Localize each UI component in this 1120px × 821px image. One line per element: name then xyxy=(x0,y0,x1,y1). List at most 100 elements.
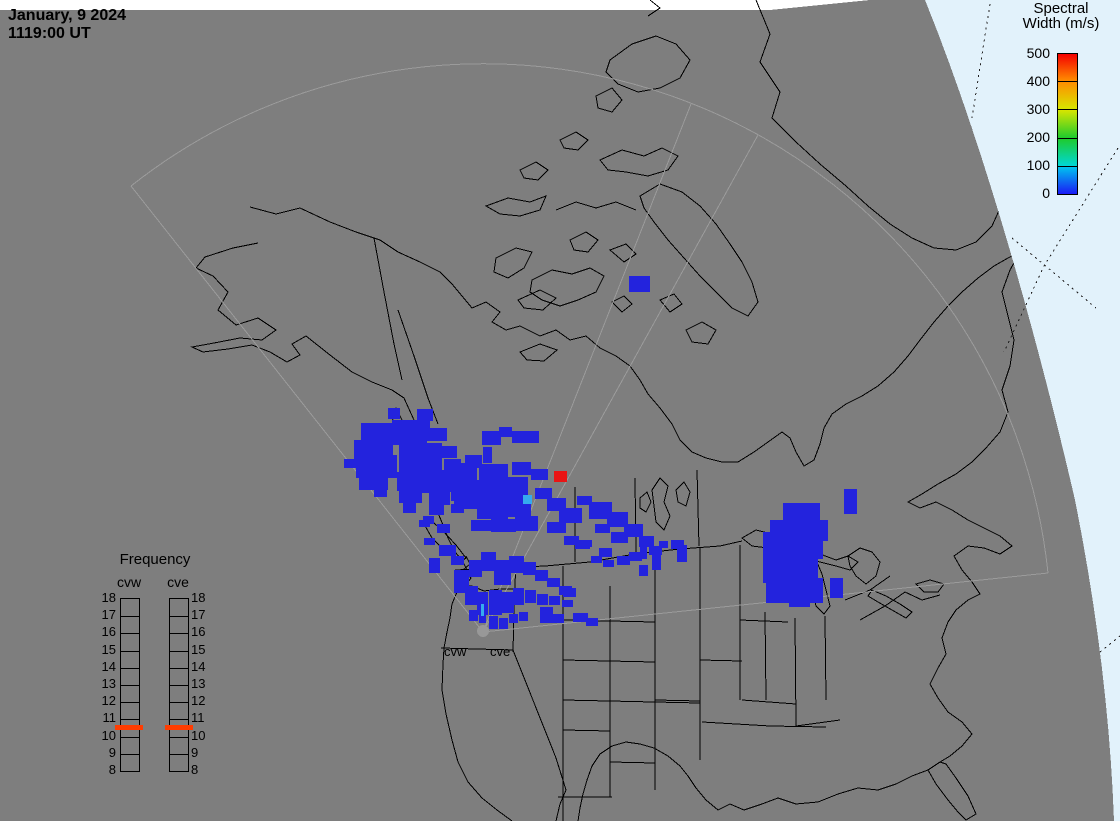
colorbar-tick-label: 0 xyxy=(1042,185,1050,201)
echo-cell xyxy=(575,540,590,549)
echo-cell xyxy=(399,490,422,503)
frequency-tick-labels-left: 18 17 16 15 14 13 12 11 10 9 8 xyxy=(90,591,116,781)
echo-cell xyxy=(483,447,492,463)
echo-cell xyxy=(417,470,448,493)
echo-cell xyxy=(499,427,512,437)
echo-cell xyxy=(659,541,668,548)
colorbar-tick-labels: 500 400 300 200 100 0 xyxy=(1000,46,1050,206)
coastline xyxy=(599,147,679,177)
echo-cell xyxy=(512,462,531,475)
frequency-tick-label: 16 xyxy=(101,624,116,639)
echo-cell xyxy=(359,476,388,490)
coastline xyxy=(639,491,652,513)
frequency-tick-label: 17 xyxy=(191,607,206,622)
coastline xyxy=(844,575,891,601)
echo-cell xyxy=(388,408,400,419)
echo-cell xyxy=(595,524,610,533)
echo-cell xyxy=(403,502,416,513)
echo-cell xyxy=(371,446,388,462)
echo-cell xyxy=(439,545,456,556)
frequency-bar-tick xyxy=(170,737,188,738)
time-text: 1119:00 UT xyxy=(8,25,91,42)
echo-cell xyxy=(515,516,538,531)
echo-cell xyxy=(469,560,482,577)
echo-cell xyxy=(617,556,630,565)
echo-cell xyxy=(482,431,501,445)
coastline xyxy=(484,195,547,217)
echo-cell xyxy=(454,492,471,505)
echo-cell xyxy=(607,512,628,527)
frequency-tick-label: 12 xyxy=(191,693,206,708)
frequency-tick-label: 9 xyxy=(191,745,199,760)
echo-cell xyxy=(649,546,662,555)
coastline xyxy=(634,477,637,557)
frequency-bar-tick xyxy=(170,754,188,755)
echo-cell xyxy=(549,596,560,605)
colorbar-tick-label: 100 xyxy=(1026,157,1050,173)
echo-cell xyxy=(509,614,518,623)
frequency-bar-tick xyxy=(121,685,139,686)
coastline xyxy=(741,699,797,705)
echo-cell xyxy=(547,498,566,511)
echo-cell xyxy=(818,520,828,541)
echo-cell xyxy=(519,612,528,621)
echo-cell-red xyxy=(554,471,567,482)
echo-cell xyxy=(481,552,496,571)
coastline xyxy=(639,183,759,317)
echo-cell xyxy=(491,519,516,532)
frequency-tick-label: 18 xyxy=(101,590,116,605)
echo-cell-cyan xyxy=(523,495,532,504)
echo-cell xyxy=(844,489,857,514)
echo-cell-cyan xyxy=(481,604,484,616)
echo-cell xyxy=(512,431,539,443)
echo-cell xyxy=(547,578,560,587)
coastline xyxy=(562,699,701,704)
radar-fov-line xyxy=(130,63,1049,574)
frequency-tick-label: 10 xyxy=(191,728,206,743)
timestamp: January, 9 2024 1119:00 UT xyxy=(8,7,126,43)
echo-cell xyxy=(553,614,564,623)
echo-cell xyxy=(640,542,647,559)
radar-fov-line xyxy=(482,572,1049,633)
coastline xyxy=(440,647,514,651)
colorbar-segment xyxy=(1058,137,1077,166)
frequency-tick-labels-right: 18 17 16 15 14 13 12 11 10 9 8 xyxy=(191,591,217,781)
colorbar-title-line2: Width (m/s) xyxy=(1022,15,1100,32)
radar-fov-line xyxy=(130,185,484,633)
coastline xyxy=(755,0,1015,251)
frequency-tick-label: 16 xyxy=(191,624,206,639)
echo-cell xyxy=(344,459,357,468)
coastline xyxy=(701,721,827,728)
echo-cell xyxy=(671,540,684,549)
coastline xyxy=(859,591,906,621)
frequency-tick-label: 11 xyxy=(191,710,205,725)
projection-outside-region xyxy=(925,0,1120,821)
coastline xyxy=(373,237,403,381)
colorbar-segment xyxy=(1058,81,1077,110)
colorbar-segment xyxy=(1058,54,1077,82)
coastline xyxy=(824,615,827,701)
echo-cell xyxy=(603,560,614,567)
coastline xyxy=(555,201,637,211)
echo-cell xyxy=(489,590,502,615)
coastline xyxy=(764,611,767,701)
echo-cell xyxy=(563,588,576,597)
echo-cell xyxy=(471,520,492,531)
colorbar-tick-label: 300 xyxy=(1026,101,1050,117)
coastline xyxy=(867,589,913,619)
colorbar-tick-label: 500 xyxy=(1026,45,1050,61)
echo-cell xyxy=(399,443,442,472)
coastline xyxy=(904,591,941,601)
echo-cell xyxy=(424,428,447,441)
echo-cell xyxy=(523,562,536,575)
echo-cell xyxy=(577,496,592,505)
frequency-tick-label: 9 xyxy=(108,745,116,760)
frequency-tick-label: 8 xyxy=(108,762,116,777)
echo-cell xyxy=(830,578,843,598)
echo-cell xyxy=(652,553,661,570)
colorbar-tick-label: 400 xyxy=(1026,73,1050,89)
radar-site-dot xyxy=(477,625,489,637)
frequency-tick-label: 8 xyxy=(191,762,199,777)
